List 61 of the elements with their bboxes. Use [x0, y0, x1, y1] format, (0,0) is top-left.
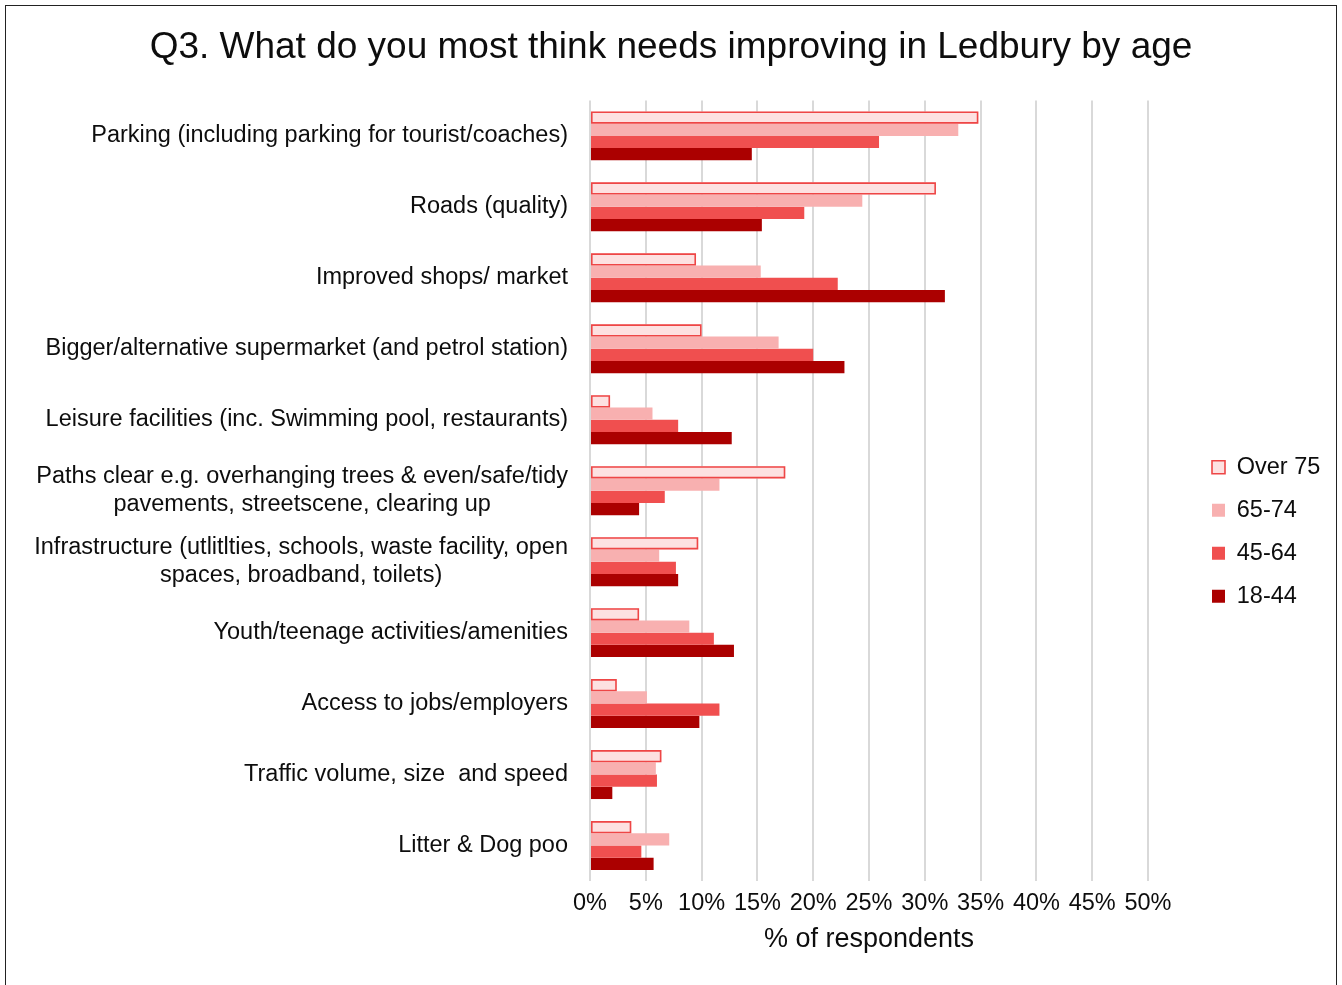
x-tick-label: 0%	[573, 889, 608, 916]
bar	[591, 419, 679, 432]
x-tick-label: 35%	[957, 889, 1005, 916]
y-tick-label: Leisure facilities (inc. Swimming pool, restaurants)	[45, 405, 568, 432]
legend-label: 65-74	[1236, 495, 1297, 522]
bar	[591, 431, 732, 445]
bar	[591, 490, 665, 503]
bar	[591, 135, 880, 149]
bar	[591, 478, 720, 491]
x-tick-label: 50%	[1124, 889, 1172, 916]
x-tick-label: 45%	[1068, 889, 1116, 916]
bar	[591, 857, 654, 870]
bar	[591, 691, 647, 704]
bar	[591, 277, 838, 291]
legend-label: Over 75	[1236, 452, 1321, 479]
x-tick-label: 25%	[845, 889, 893, 916]
bar	[591, 561, 676, 574]
x-tick-label: 30%	[901, 889, 949, 916]
bar	[591, 786, 613, 800]
chart-title: Q3. What do you most think needs improving in Ledbury by age	[149, 25, 1193, 67]
bar	[591, 348, 814, 362]
y-tick-label: Improved shops/ market	[315, 263, 569, 290]
y-tick-label: Parking (including parking for tourist/coaches)	[91, 121, 568, 148]
bar	[591, 715, 700, 729]
bar	[591, 833, 670, 846]
x-tick-label: 5%	[628, 889, 663, 916]
bar	[591, 632, 714, 645]
bar	[591, 407, 653, 420]
y-tick-label: Access to jobs/employers	[301, 689, 569, 716]
bar	[591, 265, 761, 278]
bar	[591, 361, 845, 374]
y-tick-label: Youth/teenage activities/amenities	[213, 618, 569, 645]
x-axis-title: % of respondents	[763, 923, 975, 954]
y-tick-label: Traffic volume, size and speed	[244, 760, 569, 787]
y-tick-label: Litter & Dog poo	[398, 831, 568, 857]
legend-label: 45-64	[1236, 538, 1297, 565]
bar	[591, 703, 720, 716]
bar	[591, 290, 945, 303]
x-tick-label: 10%	[678, 889, 726, 916]
x-tick-label: 40%	[1012, 889, 1061, 916]
bar	[591, 194, 863, 207]
bar	[591, 762, 656, 775]
bar	[591, 644, 734, 658]
y-tick-label: Roads (quality)	[409, 192, 568, 219]
x-tick-label: 20%	[789, 889, 837, 916]
y-tick-label: Infrastructure (utlitlties, schools, waste facility, open spaces, broadband, toilets)	[34, 533, 569, 588]
bar	[591, 774, 657, 787]
bar	[591, 148, 752, 161]
x-tick-label: 15%	[733, 889, 782, 916]
bar	[591, 573, 679, 587]
bar	[591, 502, 640, 516]
bar	[591, 549, 660, 562]
y-tick-label: Bigger/alternative supermarket (and petrol station)	[45, 334, 569, 361]
bar	[591, 845, 642, 858]
bar	[591, 123, 959, 136]
bar	[591, 620, 690, 633]
bar	[591, 206, 805, 220]
legend-label: 18-44	[1236, 581, 1297, 608]
y-tick-label: Paths clear e.g. overhanging trees & even/safe/tidy pavements, streetscene, clearing up	[36, 462, 569, 517]
bar	[591, 219, 762, 232]
bar	[591, 336, 779, 349]
